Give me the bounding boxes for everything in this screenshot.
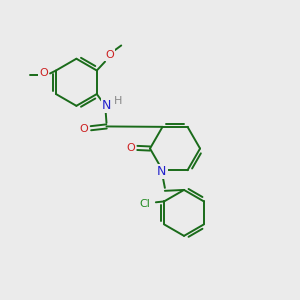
Text: N: N bbox=[157, 165, 167, 178]
Text: H: H bbox=[114, 96, 122, 106]
Text: O: O bbox=[105, 50, 114, 60]
Text: N: N bbox=[102, 99, 111, 112]
Text: Cl: Cl bbox=[140, 199, 150, 209]
Text: O: O bbox=[39, 68, 48, 78]
Text: O: O bbox=[80, 124, 88, 134]
Text: O: O bbox=[126, 143, 135, 153]
